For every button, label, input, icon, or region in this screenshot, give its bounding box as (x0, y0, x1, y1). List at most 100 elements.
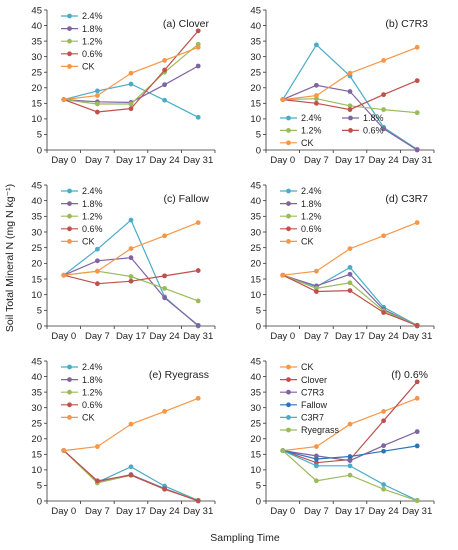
legend-label: C7R3 (301, 387, 324, 397)
y-tick-label: 20 (250, 434, 261, 445)
legend-entry: 2.4% (61, 362, 103, 372)
legend-entry: 0.6% (61, 400, 103, 410)
y-tick-label: 5 (37, 481, 42, 492)
y-tick-label: 30 (250, 403, 261, 414)
legend-swatch-marker (67, 364, 72, 370)
y-tick-label: 10 (250, 114, 261, 125)
data-point (128, 421, 134, 427)
legend-entry: CK (280, 362, 314, 372)
legend-label: CK (301, 138, 314, 148)
y-tick-label: 0 (256, 321, 261, 332)
legend-swatch-marker (286, 115, 291, 121)
data-point (195, 498, 201, 504)
legend-entry: 1.2% (61, 387, 103, 397)
data-point (162, 58, 168, 63)
legend-entry: 1.2% (61, 36, 103, 46)
x-tick-label: Day 31 (183, 155, 213, 166)
data-point (314, 93, 319, 98)
data-point (162, 286, 168, 291)
legend-label: 2.4% (82, 11, 103, 21)
legend-label: 0.6% (301, 224, 322, 234)
x-tick-label: Day 24 (150, 331, 180, 342)
data-point (61, 448, 67, 453)
legend-label: 1.8% (363, 113, 384, 123)
data-point (95, 93, 100, 98)
data-point (314, 100, 319, 106)
legend-swatch-marker (286, 188, 291, 194)
y-tick-label: 5 (256, 306, 261, 317)
data-point (414, 78, 420, 84)
legend-label: Ryegrass (301, 425, 340, 435)
y-tick-label: 35 (31, 36, 42, 47)
y-tick-label: 20 (250, 83, 261, 94)
data-point (95, 101, 100, 107)
data-point (128, 472, 134, 478)
x-tick-label: Day 31 (183, 331, 213, 342)
y-tick-label: 20 (250, 259, 261, 270)
data-point (195, 114, 201, 120)
y-tick-label: 40 (31, 372, 42, 383)
data-point (347, 454, 353, 459)
y-tick-label: 15 (250, 274, 261, 285)
data-point (314, 478, 319, 484)
y-tick-label: 35 (250, 387, 261, 398)
legend-label: CK (301, 237, 314, 247)
legend-entry: C7R3 (280, 387, 324, 397)
data-point (95, 258, 100, 264)
legend-swatch-marker (67, 226, 72, 232)
legend-swatch-marker (67, 188, 72, 194)
y-tick-label: 10 (31, 465, 42, 476)
x-tick-label: Day 17 (335, 506, 365, 517)
y-tick-label: 20 (31, 259, 42, 270)
legend-entry: 1.8% (61, 199, 103, 209)
data-point (195, 220, 201, 226)
data-point (95, 246, 100, 252)
y-tick-label: 45 (31, 180, 42, 191)
legend-entry: C3R7 (280, 413, 324, 423)
y-tick-label: 30 (250, 52, 261, 63)
legend-entry: CK (61, 413, 95, 423)
x-tick-label: Day 31 (183, 506, 213, 517)
y-tick-label: 10 (31, 290, 42, 301)
data-point (61, 97, 67, 102)
chart-panel-5: 0 5 10 15 20 25 30 35 40 45 Day 0 Day 7 Day 17 Day 24… (31, 356, 216, 517)
y-tick-label: 15 (250, 99, 261, 110)
legend-entry: 0.6% (342, 126, 384, 136)
x-tick-label: Day 31 (402, 331, 432, 342)
y-tick-label: 0 (37, 496, 42, 507)
x-tick-label: Day 17 (335, 331, 365, 342)
legend-swatch-marker (67, 239, 72, 244)
legend-label: C3R7 (301, 413, 324, 423)
y-tick-label: 15 (250, 450, 261, 461)
legend-label: 1.8% (82, 199, 103, 209)
x-tick-label: Day 17 (116, 506, 146, 517)
data-point (280, 448, 286, 453)
data-point (162, 409, 168, 414)
data-point (95, 268, 100, 274)
x-tick-label: Day 17 (116, 331, 146, 342)
y-tick-label: 0 (37, 321, 42, 332)
x-axis-title: Sampling Time (210, 532, 280, 544)
legend-swatch-marker (67, 213, 72, 219)
legend-entry: 1.2% (280, 126, 322, 136)
y-tick-label: 35 (31, 387, 42, 398)
legend-swatch-marker (286, 377, 291, 382)
legend-entry: CK (280, 138, 314, 148)
legend-label: Fallow (301, 400, 328, 410)
data-point (280, 97, 286, 102)
panel-title: (e) Ryegrass (149, 369, 209, 381)
data-point (381, 418, 386, 424)
data-point (128, 70, 134, 76)
legend-entry: 1.8% (280, 199, 322, 209)
data-point (314, 289, 319, 294)
data-point (414, 44, 420, 50)
legend-label: 2.4% (301, 186, 322, 196)
x-tick-label: Day 24 (150, 155, 180, 166)
data-point (314, 456, 319, 462)
panel-title: (c) Fallow (163, 193, 209, 205)
legend-entry: CK (61, 62, 95, 72)
y-tick-label: 30 (31, 52, 42, 63)
chart-panel-6: 0 5 10 15 20 25 30 35 40 45 Day 0 Day 7 Day 17 Day 24… (250, 356, 435, 517)
chart-panel-3: 0 5 10 15 20 25 30 35 40 45 Day 0 Day 7 Day 17 Day 24… (31, 180, 216, 342)
data-point (95, 109, 100, 115)
